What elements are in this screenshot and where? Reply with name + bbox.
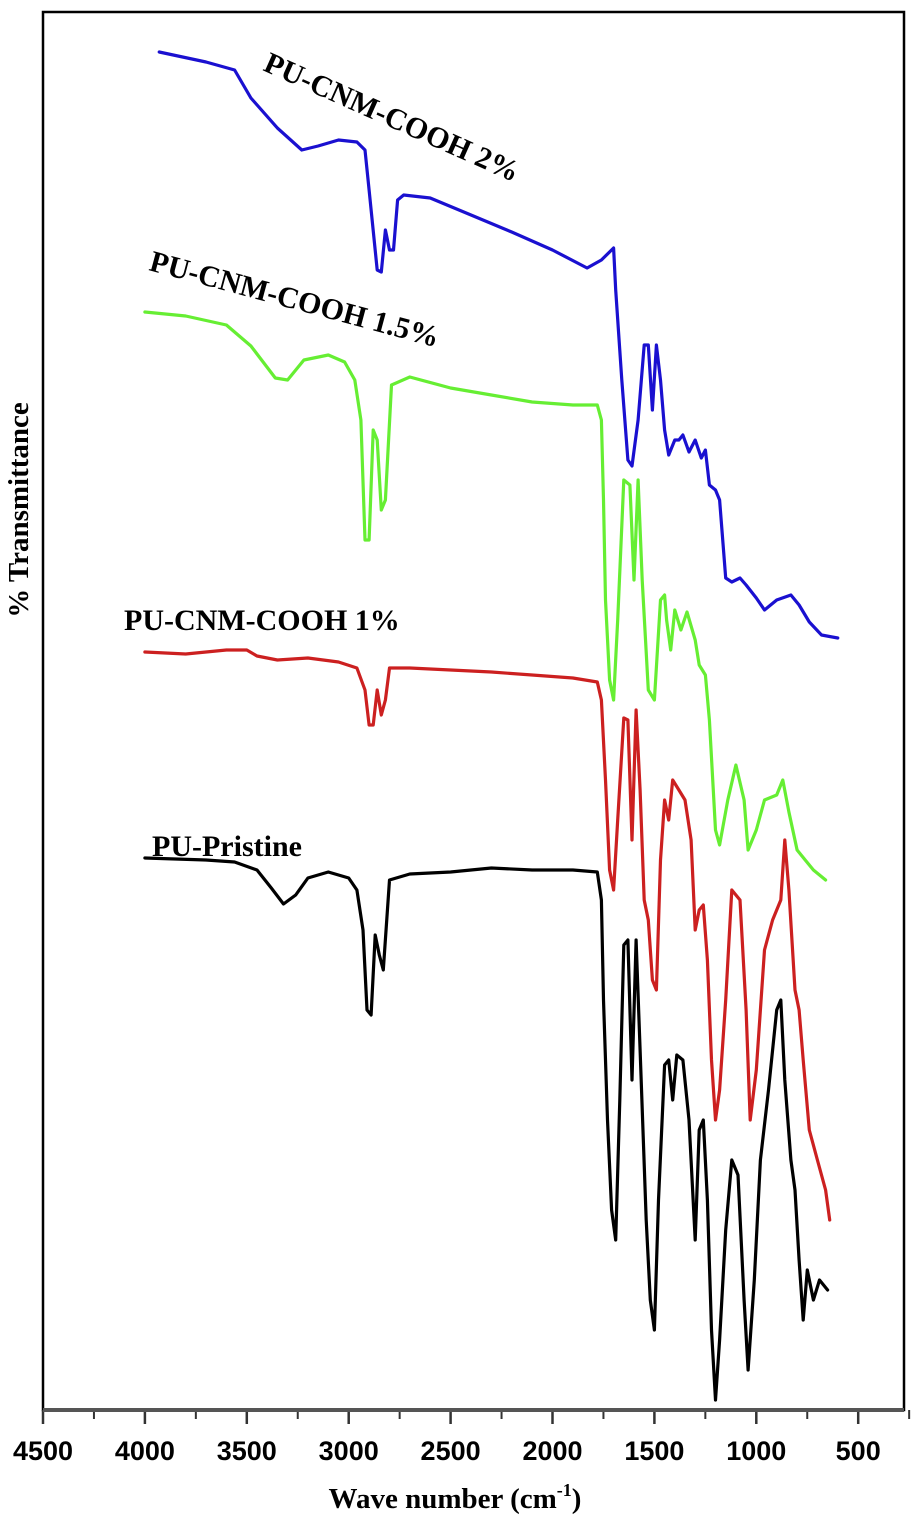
plot-frame: [41, 10, 906, 1412]
x-axis-title-close: ): [572, 1483, 582, 1515]
series-line-2: [143, 648, 832, 1222]
y-axis-title: % Transmittance: [3, 402, 35, 618]
x-tick-label: 4000: [115, 1436, 175, 1466]
series-label-2: PU-CNM-COOH 1%: [124, 604, 400, 637]
series-layer: [143, 50, 840, 1402]
series-line-1: [143, 310, 828, 882]
x-axis-title-main: Wave number (cm: [329, 1483, 557, 1515]
series-line-0: [157, 50, 840, 640]
x-tick-label: 2500: [421, 1436, 481, 1466]
x-axis-title-sup: -1: [557, 1480, 572, 1500]
x-tick-label: 2000: [522, 1436, 582, 1466]
series-label-3: PU-Pristine: [152, 830, 302, 863]
x-tick-label: 500: [836, 1436, 881, 1466]
x-tick-label: 4500: [13, 1436, 73, 1466]
x-axis: 4500 4000 3500 3000 2500 2000 1500 1000 500: [13, 1408, 911, 1466]
x-axis-title: Wave number (cm-1): [329, 1480, 582, 1515]
x-tick-label: 3500: [217, 1436, 277, 1466]
x-tick-label: 1500: [624, 1436, 684, 1466]
x-tick-label: 3000: [319, 1436, 379, 1466]
series-line-3: [143, 856, 830, 1402]
x-tick-label: 1000: [726, 1436, 786, 1466]
